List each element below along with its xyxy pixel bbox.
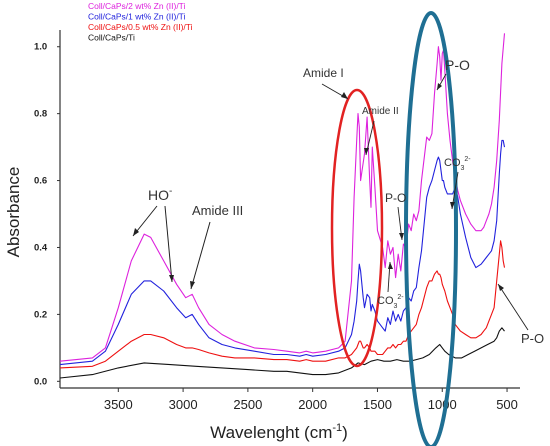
arrowhead-po-right xyxy=(498,284,504,291)
annotation-po-right: P-O xyxy=(521,331,544,346)
x-tick-label: 2500 xyxy=(233,397,262,412)
arrowhead-ho-left xyxy=(133,228,139,236)
x-tick-label: 500 xyxy=(496,397,518,412)
y-tick-label: 0.8 xyxy=(34,109,47,120)
annotation-ho: HO- xyxy=(148,186,172,203)
annotation-co3-right-sub: 3 xyxy=(461,165,465,172)
series-line-coll-caps-1-wt-zn-ii-ti xyxy=(59,139,506,366)
legend-entry: Coll/CaPs/0.5 wt% Zn (II)/Ti xyxy=(88,22,193,32)
arrow-po-right xyxy=(497,283,529,331)
y-tick-label: 1.0 xyxy=(34,42,47,53)
arrowhead-ho-right xyxy=(169,275,174,282)
arrow-amide-iii xyxy=(190,221,211,290)
annotation-amide-i: Amide I xyxy=(303,66,344,80)
x-axis-title-sup: -1 xyxy=(332,422,342,434)
x-axis-title: Wavelenght (cm-1) xyxy=(210,422,348,442)
x-axis-title-main: Wavelenght (cm xyxy=(210,423,332,442)
annotation-co3-mid-base: CO xyxy=(377,295,394,307)
series-layer xyxy=(59,33,506,379)
x-tick-label: 1000 xyxy=(428,397,457,412)
annotation-po-top: P-O xyxy=(445,57,470,73)
y-axis-ticks: 0.0 0.2 0.4 0.6 0.8 1.0 xyxy=(34,42,60,387)
x-tick-label: 1500 xyxy=(363,397,392,412)
x-tick-label: 3500 xyxy=(104,397,133,412)
amide-region-highlight xyxy=(330,88,384,368)
annotation-ho-sup: - xyxy=(169,186,172,197)
x-axis-title-close: ) xyxy=(342,423,348,442)
annotations: Amide I Amide II HO- Amide III P-O CO32-… xyxy=(132,57,544,346)
po-region-highlight xyxy=(404,11,458,446)
series-line-coll-caps-0-5-wt-zn-ii-ti xyxy=(59,240,506,369)
x-axis-ticks: 3500 3000 2500 2000 1500 1000 500 xyxy=(104,388,518,412)
annotation-co3-mid-sup: 2- xyxy=(397,294,404,301)
y-tick-label: 0.0 xyxy=(34,376,47,387)
arrowhead-amide-iii xyxy=(190,281,195,289)
y-tick-label: 0.4 xyxy=(34,242,48,253)
annotation-co3-mid: CO3 2- xyxy=(377,294,404,310)
y-tick-label: 0.2 xyxy=(34,309,47,320)
legend-entry: Coll/CaPs/2 wt% Zn (II)/Ti xyxy=(88,1,186,11)
x-tick-label: 3000 xyxy=(169,397,198,412)
annotation-amide-ii: Amide II xyxy=(362,106,399,117)
annotation-co3-right-sup: 2- xyxy=(464,156,471,163)
annotation-co3-mid-sub: 3 xyxy=(394,303,398,310)
arrowhead-amide-i xyxy=(341,92,348,99)
annotation-amide-iii: Amide III xyxy=(192,203,243,218)
x-tick-label: 2000 xyxy=(298,397,327,412)
annotation-co3-right: CO3 2- xyxy=(444,156,471,172)
arrowhead-po-top xyxy=(437,83,442,90)
arrow-ho-right xyxy=(164,205,173,283)
arrowhead-co3-right xyxy=(450,202,455,209)
annotation-po-center: P-O xyxy=(385,191,406,205)
annotation-ho-base: HO xyxy=(148,187,169,203)
series-line-coll-caps-2-wt-zn-ii-ti xyxy=(59,33,506,362)
legend-entry: Coll/CaPs/1 wt% Zn (II)/Ti xyxy=(88,12,186,22)
y-axis-title: Absorbance xyxy=(4,167,23,258)
arrowhead-amide-ii xyxy=(364,148,369,155)
annotation-co3-right-base: CO xyxy=(444,157,461,169)
arrowhead-co3-mid xyxy=(388,262,393,269)
arrowhead-po-center xyxy=(399,233,404,240)
legend-entry: Coll/CaPs/Ti xyxy=(88,33,135,43)
series-line-coll-caps-ti xyxy=(59,327,505,379)
y-tick-label: 0.6 xyxy=(34,176,47,187)
